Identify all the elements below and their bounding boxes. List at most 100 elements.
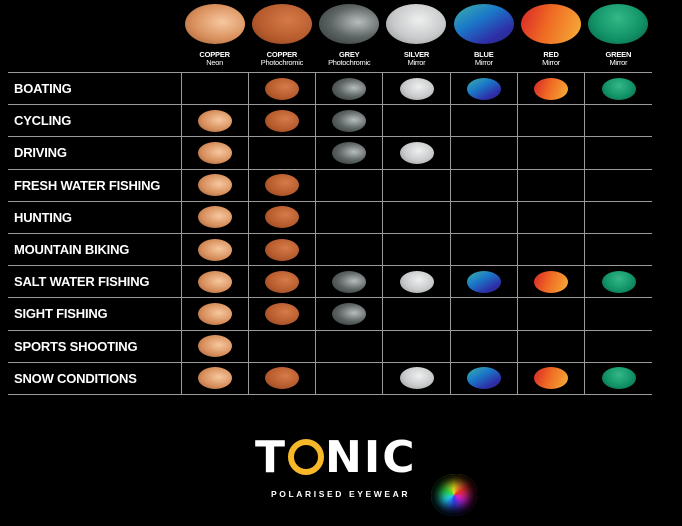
lens-cell [584,168,653,202]
lens-cell [180,232,249,267]
lens-swatch [453,4,514,44]
lens-cell [247,329,317,363]
lens-type: Mirror [609,58,628,67]
lens-column-header: COPPER Photochromic [248,0,315,72]
lens-cell [180,329,249,363]
activity-label: SALT WATER FISHING [8,265,182,299]
table-row: HUNTING [8,200,653,234]
lens-indicator [601,270,636,293]
lens-indicator [264,367,299,390]
lens-type: Neon [206,58,223,67]
lens-indicator [197,270,232,293]
lens-indicator [466,77,501,100]
lens-cell [382,200,451,234]
lens-swatch [521,4,582,44]
activity-label: DRIVING [8,136,182,170]
lens-cell [584,104,653,138]
lens-column-header: RED Mirror [517,0,584,72]
lens-column-header: BLUE Mirror [450,0,517,72]
lens-type: Mirror [407,58,426,67]
lens-indicator [534,367,569,390]
lens-indicator [332,77,367,100]
lens-cell [516,136,586,170]
lens-color: COPPER [266,50,298,59]
lens-type: Photochromic [328,58,371,67]
table-row: SPORTS SHOOTING [8,329,653,363]
lens-swatch [184,4,245,44]
lens-cell [516,104,586,138]
table-row: BOATING [8,71,653,106]
lens-type: Mirror [542,58,560,67]
lens-cell [315,329,384,363]
lens-cell [516,71,586,106]
lens-indicator [332,109,367,132]
lens-cell [516,265,586,299]
activity-lens-table: BOATING CYCLING DRIVING FRESH WATER FISHING… [8,71,653,395]
rainbow-lens-icon [431,474,477,516]
lens-cell [516,297,586,331]
lens-indicator [332,302,367,325]
lens-cell [315,200,384,234]
lens-color: GREY [338,50,360,59]
activity-label: CYCLING [8,104,182,138]
lens-swatch [251,4,312,44]
lens-cell [382,232,451,267]
lens-cell [449,329,518,363]
lens-indicator [601,77,636,100]
lens-cell [382,136,451,170]
lens-cell [247,361,317,395]
activity-label: MOUNTAIN BIKING [8,232,182,267]
lens-cell [180,104,249,138]
lens-swatch [588,4,649,44]
lens-cell [449,232,518,267]
lens-color: BLUE [473,50,494,59]
tonic-logo: T NIC POLARISED EYEWEAR [255,432,477,522]
lens-cell [584,136,653,170]
lens-cell [180,136,249,170]
lens-indicator [197,174,232,197]
lens-color: COPPER [199,50,230,59]
table-row: CYCLING [8,104,653,138]
lens-indicator [399,77,434,100]
lens-column-header: GREY Photochromic [316,0,383,72]
lens-cell [247,71,317,106]
lens-cell [247,104,317,138]
tagline: POLARISED EYEWEAR [271,489,411,499]
lens-indicator [332,141,367,164]
lens-cell [247,136,317,170]
lens-column-header: SILVER Mirror [383,0,450,72]
lens-color: RED [543,50,559,59]
lens-cell [382,168,451,202]
lens-cell [315,361,384,395]
lens-cell [584,200,653,234]
lens-cell [180,297,249,331]
lens-cell [247,168,317,202]
lens-swatch [319,4,380,44]
lens-cell [382,329,451,363]
lens-cell [516,329,586,363]
lens-indicator [197,335,232,358]
lens-cell [584,361,653,395]
lens-cell [584,232,653,267]
lens-cell [449,104,518,138]
lens-cell [180,71,249,106]
lens-column-header: GREEN Mirror [585,0,652,72]
lens-indicator [197,206,232,229]
activity-label: BOATING [8,71,182,106]
lens-indicator [264,77,299,100]
lens-cell [315,297,384,331]
lens-cell [180,265,249,299]
lens-cell [247,232,317,267]
activity-label: SNOW CONDITIONS [8,361,182,395]
lens-indicator [466,270,501,293]
lens-color: SILVER [403,50,430,59]
lens-header: COPPER Neon COPPER Photochromic GREY Pho… [181,0,652,72]
table-row: SALT WATER FISHING [8,265,653,299]
activity-label: SPORTS SHOOTING [8,329,182,363]
lens-indicator [399,141,434,164]
lens-indicator [332,270,367,293]
lens-cell [247,265,317,299]
lens-cell [382,104,451,138]
lens-color: GREEN [605,50,632,59]
activity-label: SIGHT FISHING [8,297,182,331]
